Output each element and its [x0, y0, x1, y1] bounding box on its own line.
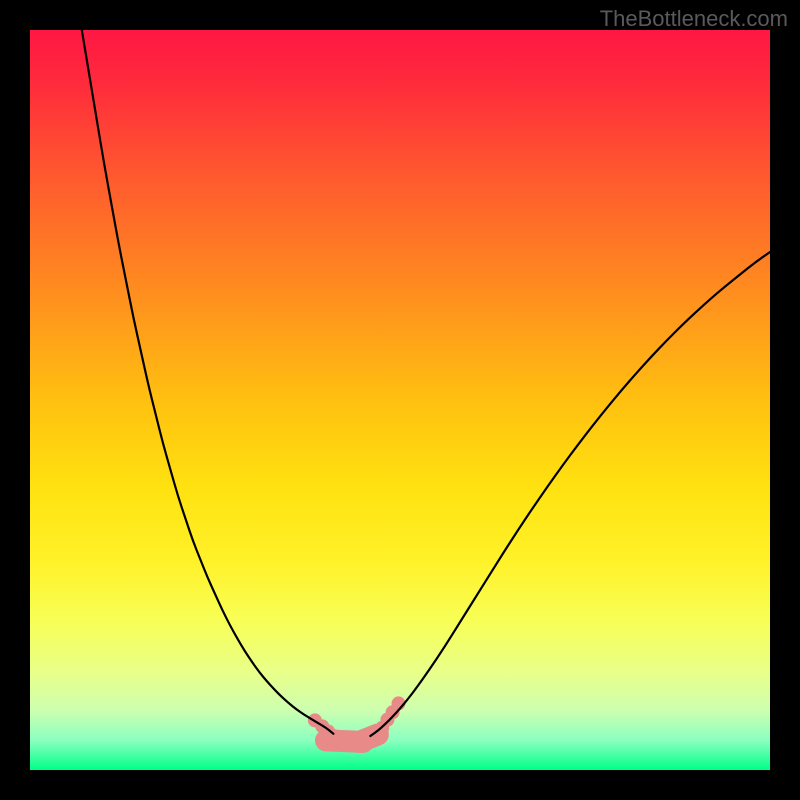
plot-area: [30, 30, 770, 770]
marker-capsule: [359, 734, 378, 741]
watermark-text: TheBottleneck.com: [600, 6, 788, 32]
chart-svg: [30, 30, 770, 770]
gradient-background: [30, 30, 770, 770]
